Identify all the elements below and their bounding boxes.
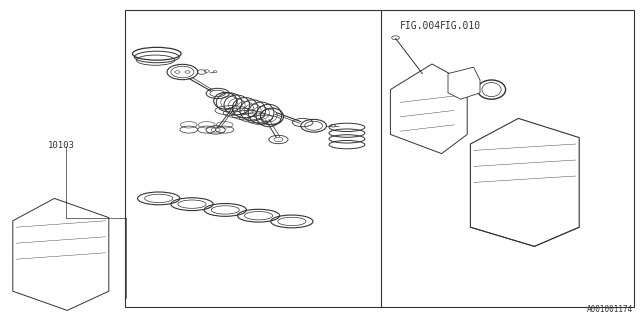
Text: FIG.004: FIG.004 (400, 20, 441, 31)
Polygon shape (448, 67, 480, 99)
Polygon shape (390, 64, 467, 154)
Text: A001001174: A001001174 (588, 305, 634, 314)
Polygon shape (470, 118, 579, 246)
Bar (125, 10, 634, 307)
Polygon shape (13, 198, 109, 310)
Text: FIG.010: FIG.010 (440, 20, 481, 31)
Text: 10103: 10103 (48, 141, 75, 150)
